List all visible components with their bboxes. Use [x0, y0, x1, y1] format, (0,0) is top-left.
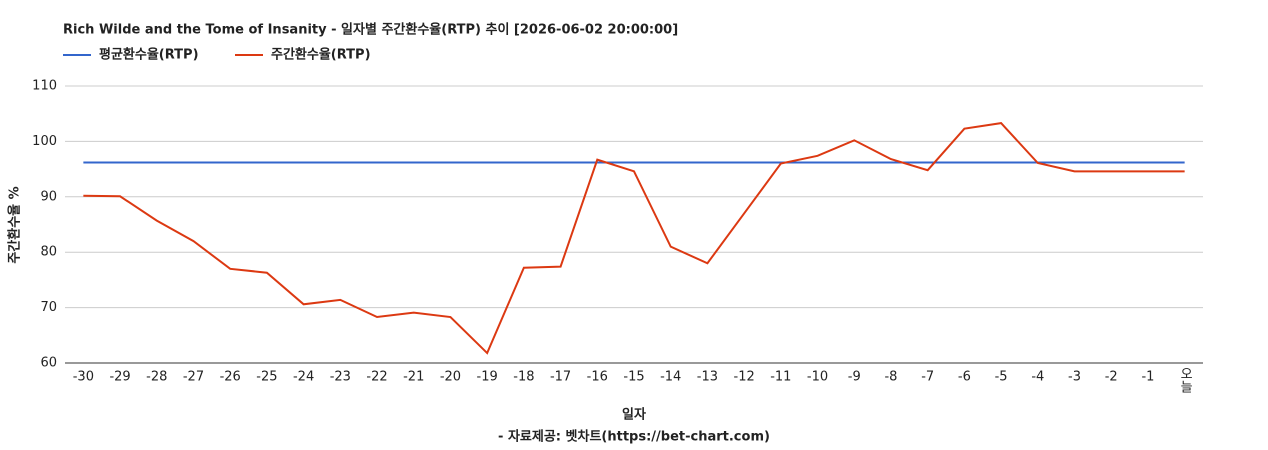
x-tick-label: -7 — [921, 370, 934, 385]
x-tick-label: -9 — [848, 370, 861, 385]
x-tick-label: -16 — [587, 370, 608, 385]
y-tick-label: 70 — [40, 300, 57, 315]
x-tick-label: -23 — [330, 370, 351, 385]
legend-label: 평균환수율(RTP) — [99, 47, 199, 63]
x-tick-label: -30 — [73, 370, 94, 385]
x-tick-label: -5 — [995, 370, 1008, 385]
x-tick-label: -26 — [220, 370, 241, 385]
y-tick-label: 90 — [40, 189, 57, 204]
x-tick-label: -20 — [440, 370, 461, 385]
x-tick-label: -8 — [884, 370, 897, 385]
x-tick-label: -15 — [623, 370, 644, 385]
x-axis-label: 일자 — [622, 408, 646, 423]
x-tick-label: -27 — [183, 370, 204, 385]
x-tick-label: -12 — [734, 370, 755, 385]
x-tick-label: -3 — [1068, 370, 1081, 385]
y-tick-label: 100 — [32, 134, 57, 149]
y-tick-label: 60 — [40, 356, 57, 371]
x-tick-label: -29 — [109, 370, 130, 385]
x-tick-label: -14 — [660, 370, 681, 385]
x-tick-label: -13 — [697, 370, 718, 385]
source: - 자료제공: 벳차트(https://bet-chart.com) — [498, 429, 770, 445]
x-tick-label: 오늘 — [1177, 367, 1192, 393]
x-tick-label: -28 — [146, 370, 167, 385]
x-tick-label: -21 — [403, 370, 424, 385]
x-tick-label: -17 — [550, 370, 571, 385]
x-tick-label: -4 — [1031, 370, 1044, 385]
chart-title: Rich Wilde and the Tome of Insanity - 일자… — [63, 22, 678, 38]
x-tick-label: -24 — [293, 370, 314, 385]
y-tick-label: 110 — [32, 79, 57, 94]
x-tick-label: -19 — [477, 370, 498, 385]
x-tick-label: -22 — [366, 370, 387, 385]
legend-label: 주간환수율(RTP) — [271, 47, 371, 63]
x-tick-label: -10 — [807, 370, 828, 385]
x-tick-label: -25 — [256, 370, 277, 385]
x-tick-label: -2 — [1105, 370, 1118, 385]
x-tick-label: -6 — [958, 370, 971, 385]
x-tick-label: -1 — [1141, 370, 1154, 385]
line-series — [83, 122, 1185, 355]
y-tick-label: 80 — [40, 245, 57, 260]
x-tick-label: -11 — [770, 370, 791, 385]
y-axis-label: 주간환수율 % — [7, 186, 23, 263]
x-tick-label: -18 — [513, 370, 534, 385]
